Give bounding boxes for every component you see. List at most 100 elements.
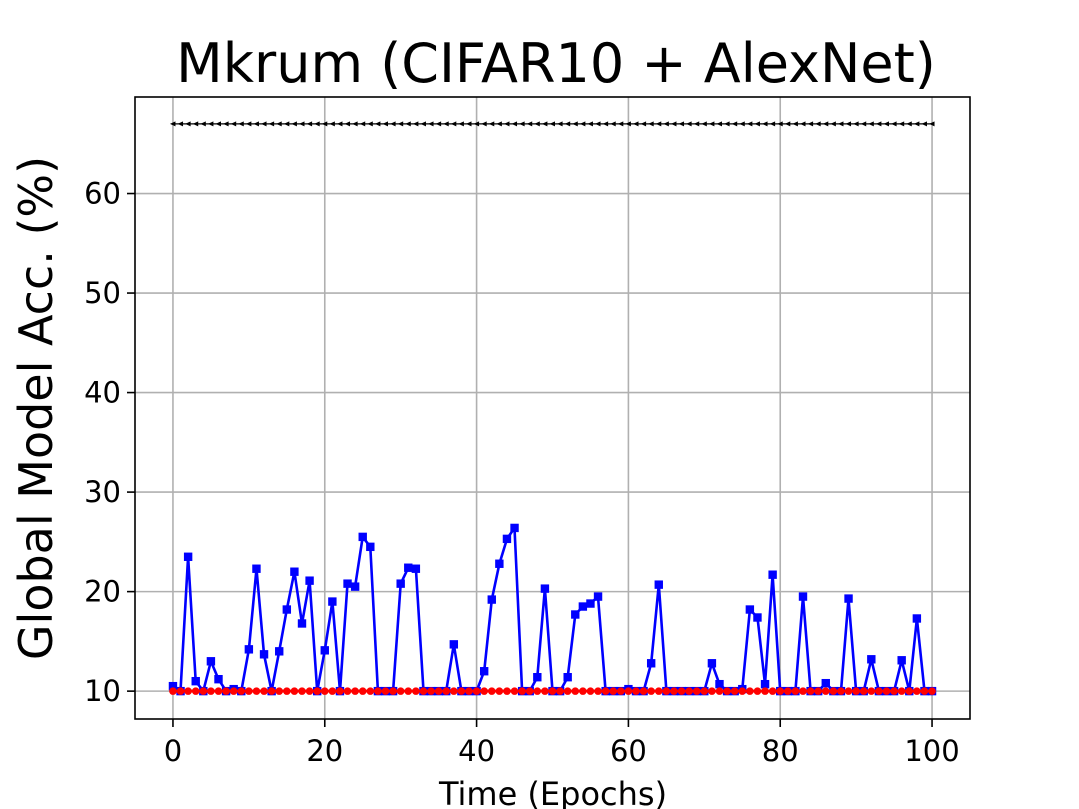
data-point — [859, 687, 868, 695]
data-point — [503, 687, 511, 695]
data-point — [769, 121, 776, 127]
data-point — [707, 659, 717, 668]
data-point — [595, 121, 601, 127]
data-point — [434, 687, 443, 695]
data-point — [352, 121, 358, 127]
data-point — [275, 687, 284, 695]
data-point — [191, 687, 200, 695]
data-point — [617, 687, 625, 695]
data-point — [845, 121, 852, 127]
data-point — [329, 121, 335, 127]
data-point — [260, 687, 268, 695]
data-point — [692, 687, 701, 695]
x-tick-label: 100 — [904, 734, 959, 768]
x-tick-label: 0 — [164, 734, 182, 768]
data-point — [776, 687, 785, 695]
data-point — [297, 619, 307, 628]
data-point — [184, 687, 192, 695]
data-point — [708, 687, 716, 695]
data-point — [723, 687, 731, 695]
data-point — [853, 121, 859, 127]
data-point — [238, 121, 244, 127]
data-point — [306, 121, 313, 127]
data-point — [632, 687, 640, 695]
data-point — [253, 121, 259, 127]
data-point — [587, 121, 593, 127]
data-point — [290, 687, 299, 695]
data-point — [746, 687, 754, 695]
data-point — [579, 121, 586, 127]
data-point — [534, 121, 540, 127]
data-point — [784, 121, 791, 127]
data-point — [442, 687, 451, 695]
data-point — [897, 656, 906, 665]
data-point — [298, 687, 306, 695]
data-point — [746, 121, 753, 127]
data-point — [701, 121, 707, 127]
data-point — [586, 687, 595, 695]
data-point — [761, 687, 769, 695]
x-tick-label: 40 — [458, 734, 495, 768]
data-point — [821, 678, 830, 688]
data-point — [510, 523, 519, 533]
data-point — [844, 594, 853, 603]
data-point — [245, 687, 253, 695]
data-point — [450, 121, 457, 127]
data-point — [496, 121, 502, 127]
data-point — [283, 687, 291, 695]
data-point — [495, 687, 504, 695]
data-point — [655, 121, 662, 127]
data-point — [229, 687, 238, 695]
data-point — [768, 687, 777, 695]
data-point — [168, 681, 178, 691]
series-3 — [169, 687, 936, 695]
data-point — [830, 121, 836, 127]
data-point — [321, 121, 328, 127]
data-point — [169, 687, 177, 695]
data-point — [214, 687, 223, 695]
data-point — [495, 559, 504, 568]
data-point — [268, 121, 275, 127]
data-point — [867, 655, 876, 664]
data-point — [791, 687, 800, 695]
data-point — [549, 121, 555, 127]
data-point — [259, 650, 269, 659]
data-point — [244, 645, 254, 654]
data-point — [237, 687, 246, 695]
data-point — [814, 687, 822, 695]
x-tick-label: 20 — [306, 734, 343, 768]
data-point — [662, 687, 671, 695]
data-point — [390, 121, 396, 127]
data-point — [374, 687, 382, 695]
data-point — [443, 121, 449, 127]
data-point — [518, 687, 526, 695]
data-point — [412, 687, 420, 695]
data-point — [800, 121, 806, 127]
data-point — [563, 673, 572, 682]
plot-series — [168, 121, 937, 696]
data-point — [404, 687, 413, 695]
data-point — [686, 121, 692, 127]
data-point — [183, 552, 193, 561]
data-point — [465, 687, 473, 695]
plot-frame — [134, 96, 971, 720]
data-point — [472, 687, 481, 695]
data-point — [540, 584, 550, 593]
data-point — [648, 121, 654, 127]
data-point — [466, 121, 472, 127]
data-point — [215, 121, 221, 127]
data-point — [351, 687, 359, 695]
data-point — [185, 121, 191, 127]
series-0 — [169, 121, 935, 127]
data-point — [533, 673, 542, 682]
data-point — [366, 687, 375, 695]
data-point — [754, 121, 760, 127]
data-point — [929, 121, 935, 127]
data-point — [382, 121, 388, 127]
y-axis-label: Global Model Acc. (%) — [9, 156, 63, 660]
data-point — [563, 687, 572, 695]
data-point — [760, 679, 770, 689]
data-point — [328, 597, 337, 606]
data-point — [428, 121, 434, 127]
data-point — [890, 687, 898, 695]
